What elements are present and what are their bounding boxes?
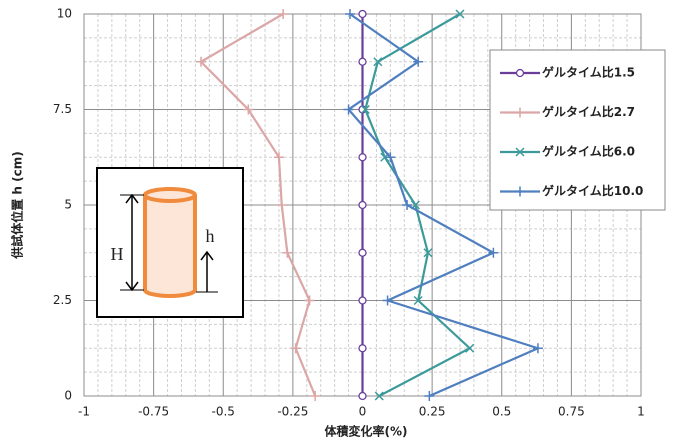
- label-h: h: [206, 226, 215, 246]
- x-tick-label: 0: [359, 405, 367, 419]
- y-tick-label: 0: [64, 389, 72, 403]
- legend-label: ゲルタイム比2.7: [542, 104, 635, 119]
- marker: [402, 200, 412, 210]
- inset: H h: [97, 168, 243, 317]
- marker: [359, 154, 366, 161]
- marker: [383, 296, 393, 306]
- marker: [278, 9, 288, 19]
- marker: [305, 296, 315, 306]
- legend-label: ゲルタイム比10.0: [542, 183, 643, 198]
- marker: [359, 249, 366, 256]
- legend-label: ゲルタイム比6.0: [542, 144, 635, 159]
- marker: [533, 343, 543, 353]
- label-H: H: [111, 244, 124, 264]
- marker: [359, 202, 366, 209]
- marker: [488, 248, 498, 258]
- marker: [359, 58, 366, 65]
- y-tick-label: 7.5: [53, 102, 72, 116]
- x-tick-label: -0.75: [138, 405, 169, 419]
- marker: [424, 391, 434, 401]
- marker: [359, 345, 366, 352]
- marker: [291, 343, 301, 353]
- y-tick-label: 10: [57, 7, 72, 21]
- y-axis-title: 供試体位置 h (cm): [10, 151, 25, 260]
- x-tick-label: 0.25: [419, 405, 446, 419]
- x-axis-title: 体積変化率(%): [325, 424, 408, 439]
- marker: [359, 11, 366, 18]
- y-tick-label: 2.5: [53, 293, 72, 307]
- legend-marker: [517, 70, 524, 77]
- legend: ゲルタイム比1.5 ゲルタイム比2.7 ゲルタイム比6.0 ゲルタイム比10.0: [490, 50, 665, 210]
- marker: [359, 297, 366, 304]
- x-tick-label: 1: [637, 405, 645, 419]
- x-tick-label: -0.5: [212, 405, 235, 419]
- cylinder-fill: [145, 195, 195, 290]
- marker: [277, 200, 287, 210]
- y-tick-label: 5: [64, 198, 72, 212]
- x-tick-label: -0.25: [277, 405, 308, 419]
- legend-label: ゲルタイム比1.5: [542, 65, 635, 80]
- marker: [359, 393, 366, 400]
- marker: [310, 391, 320, 401]
- x-tick-label: 0.5: [492, 405, 511, 419]
- x-tick-label: -1: [78, 405, 90, 419]
- cylinder-top: [145, 189, 195, 201]
- marker: [282, 248, 292, 258]
- chart: 体積変化率(%) 供試体位置 h (cm) H h -1 -0.75 -0.5 -0.…: [0, 0, 693, 441]
- x-tick-label: 0.75: [558, 405, 585, 419]
